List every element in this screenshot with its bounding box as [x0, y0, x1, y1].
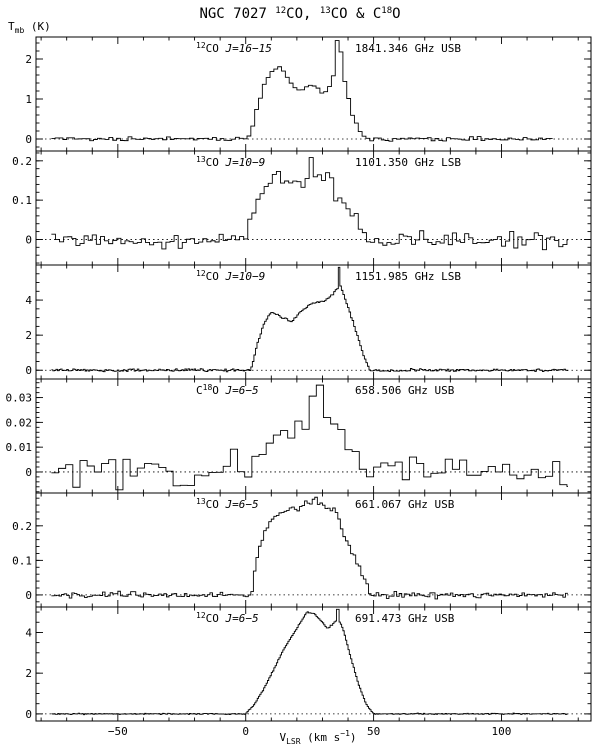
frequency-label: 1841.346 GHz USB	[355, 42, 461, 55]
y-tick-label: 0.03	[6, 392, 33, 405]
frequency-label: 1101.350 GHz LSB	[355, 156, 461, 169]
panel-frame	[35, 36, 592, 152]
spectrum-line-6	[51, 608, 568, 716]
line-label: 13CO J=6−5	[196, 497, 259, 511]
y-tick-label: 0.1	[12, 554, 32, 567]
spectrum-line-3	[51, 266, 568, 373]
y-tick-label: 2	[25, 329, 32, 342]
y-tick-label: 0	[25, 708, 32, 721]
frequency-label: 658.506 GHz USB	[355, 384, 455, 397]
spectrum-line-1	[51, 40, 553, 142]
spectrum-line-4	[51, 384, 568, 491]
y-tick-label: 0	[25, 233, 32, 246]
panel-frame	[35, 492, 592, 608]
spectrum-panel-1: 0 1 2 12CO J=16−15 1841.346 GHz USB	[25, 36, 592, 152]
panels-group: 0 1 2 12CO J=16−15 1841.346 GHz USB 0 0.1 0.2 13…	[6, 36, 592, 722]
spectrum-panel-6: 0 2 4 12CO J=6−5 691.473 GHz USB	[25, 606, 592, 722]
x-tick-labels: −50 0 50 100	[108, 725, 512, 738]
y-tick-label: 0	[25, 466, 32, 479]
figure-title: NGC 7027 12CO, 13CO & C18O	[199, 6, 400, 22]
spectrum-panel-3: 0 2 4 12CO J=10−9 1151.985 GHz LSB	[25, 264, 592, 380]
spectrum-line-2	[51, 157, 568, 251]
y-tick-label: 4	[25, 626, 32, 639]
y-tick-label: 0.2	[12, 155, 32, 168]
x-tick-label: 0	[242, 725, 249, 738]
frequency-label: 691.473 GHz USB	[355, 612, 455, 625]
spectrum-panel-2: 0 0.1 0.2 13CO J=10−9 1101.350 GHz LSB	[12, 150, 592, 266]
y-tick-label: 0	[25, 589, 32, 602]
y-tick-label: 0.01	[6, 441, 33, 454]
y-tick-label: 0.02	[6, 416, 33, 429]
spectrum-panel-5: 0 0.1 0.2 13CO J=6−5 661.067 GHz USB	[12, 492, 592, 608]
y-axis-label: Tmb (K)	[8, 20, 51, 35]
y-tick-label: 0.1	[12, 194, 32, 207]
x-tick-label: 50	[367, 725, 380, 738]
line-label: 12CO J=10−9	[196, 269, 265, 283]
y-tick-label: 4	[25, 294, 32, 307]
x-tick-label: −50	[108, 725, 128, 738]
spectrum-panel-4: 0 0.01 0.02 0.03 C18O J=6−5 658.506 GHz USB	[6, 378, 592, 494]
line-label: 12CO J=16−15	[196, 41, 272, 55]
y-tick-label: 2	[25, 667, 32, 680]
panel-frame	[35, 606, 592, 722]
frequency-label: 661.067 GHz USB	[355, 498, 455, 511]
x-tick-label: 100	[492, 725, 512, 738]
x-axis-label: VLSR (km s−1)	[279, 729, 356, 746]
y-tick-label: 0	[25, 133, 32, 146]
line-label: C18O J=6−5	[196, 383, 259, 397]
frequency-label: 1151.985 GHz LSB	[355, 270, 461, 283]
line-label: 12CO J=6−5	[196, 611, 259, 625]
y-tick-label: 1	[25, 93, 32, 106]
line-label: 13CO J=10−9	[196, 155, 265, 169]
y-tick-label: 2	[25, 53, 32, 66]
spectrum-line-5	[51, 496, 568, 600]
panel-frame	[35, 264, 592, 380]
y-tick-label: 0	[25, 364, 32, 377]
y-tick-label: 0.2	[12, 520, 32, 533]
